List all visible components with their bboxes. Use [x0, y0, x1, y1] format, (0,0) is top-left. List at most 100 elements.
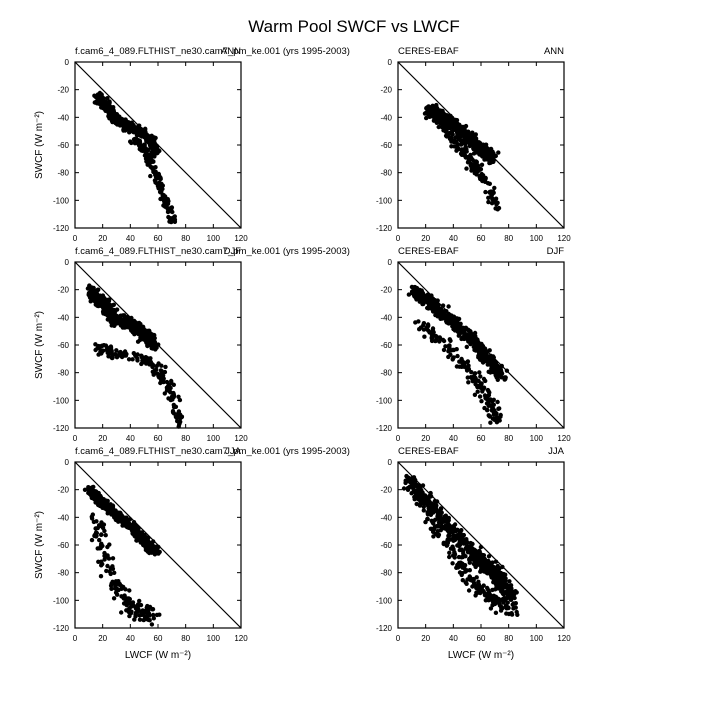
scatter-point	[479, 171, 484, 177]
scatter-point	[148, 356, 153, 361]
y-tick-label: -20	[57, 86, 69, 95]
x-tick-label: 80	[181, 434, 190, 443]
scatter-point	[154, 612, 160, 618]
scatter-point	[104, 568, 109, 574]
scatter-point	[452, 144, 457, 149]
scatter-point	[175, 418, 180, 424]
x-tick-label: 20	[98, 634, 107, 643]
scatter-point	[110, 109, 115, 114]
scatter-point	[490, 599, 496, 605]
scatter-point	[142, 334, 147, 340]
scatter-point	[444, 319, 449, 324]
scatter-point	[421, 504, 426, 509]
scatter-point	[142, 616, 147, 622]
scatter-point	[477, 370, 482, 375]
x-tick-label: 40	[449, 234, 458, 243]
scatter-point	[465, 333, 470, 338]
scatter-point	[147, 618, 152, 623]
scatter-point	[105, 563, 110, 569]
scatter-point	[493, 559, 499, 564]
scatter-point	[120, 325, 126, 330]
scatter-point	[462, 563, 468, 568]
scatter-point	[110, 556, 116, 561]
scatter-point	[430, 326, 436, 331]
scatter-point	[404, 473, 409, 479]
scatter-point	[110, 318, 115, 323]
scatter-point	[422, 334, 427, 339]
scatter-point	[489, 201, 495, 206]
scatter-point	[433, 333, 438, 339]
scatter-points	[92, 90, 178, 225]
scatter-point	[468, 341, 473, 347]
y-tick-label: -80	[380, 569, 392, 578]
x-tick-label: 40	[449, 634, 458, 643]
scatter-point	[475, 384, 480, 390]
scatter-point	[463, 155, 468, 160]
y-tick-label: -40	[380, 513, 392, 522]
scatter-point	[107, 503, 113, 509]
scatter-point	[445, 522, 450, 527]
scatter-point	[455, 353, 460, 359]
scatter-point	[99, 520, 104, 525]
y-tick-label: -20	[57, 286, 69, 295]
y-tick-label: -80	[57, 569, 69, 578]
scatter-point	[426, 509, 431, 514]
y-tick-label: -20	[380, 86, 392, 95]
scatter-point	[431, 108, 436, 114]
scatter-point	[156, 361, 161, 366]
scatter-point	[498, 414, 503, 419]
scatter-point	[486, 413, 491, 418]
y-tick-label: 0	[65, 58, 70, 67]
panel-season-label: ANN	[544, 46, 564, 57]
scatter-point	[137, 598, 142, 604]
scatter-point	[120, 521, 126, 526]
y-tick-label: -20	[57, 486, 69, 495]
scatter-point	[458, 540, 464, 545]
scatter-point	[494, 586, 499, 591]
scatter-point	[151, 159, 156, 164]
scatter-point	[433, 312, 438, 318]
scatter-point	[492, 185, 497, 191]
scatter-point	[438, 513, 443, 518]
scatter-point	[498, 608, 504, 613]
y-tick-label: 0	[388, 58, 393, 67]
scatter-point	[496, 576, 502, 581]
scatter-point	[479, 148, 484, 153]
scatter-point	[134, 524, 139, 529]
scatter-point	[454, 118, 460, 123]
scatter-point	[103, 533, 108, 538]
scatter-point	[95, 92, 101, 97]
scatter-point	[486, 199, 491, 205]
scatter-point	[116, 114, 121, 119]
scatter-point	[452, 536, 457, 541]
scatter-point	[466, 363, 471, 368]
scatter-point	[476, 579, 481, 584]
scatter-point	[475, 556, 480, 561]
scatter-point	[449, 144, 454, 149]
scatter-points	[406, 284, 510, 425]
scatter-point	[504, 611, 509, 616]
scatter-point	[110, 353, 115, 359]
scatter-point	[472, 166, 477, 171]
scatter-point	[422, 494, 427, 499]
scatter-panel: f.cam6_4_089.FLTHIST_ne30.cam7_pm_ke.001…	[34, 446, 350, 661]
scatter-point	[460, 571, 465, 576]
scatter-point	[447, 550, 452, 555]
scatter-point	[429, 335, 434, 340]
scatter-points	[401, 473, 520, 617]
x-tick-label: 60	[477, 634, 486, 643]
panel-case-label: CERES-EBAF	[398, 446, 459, 457]
x-tick-label: 120	[234, 234, 248, 243]
scatter-point	[151, 363, 156, 368]
scatter-point	[162, 391, 167, 396]
scatter-point	[97, 344, 102, 349]
scatter-point	[109, 586, 114, 591]
scatter-point	[177, 397, 183, 403]
scatter-point	[151, 372, 156, 377]
x-tick-label: 60	[154, 634, 163, 643]
scatter-point	[154, 367, 159, 372]
scatter-point	[146, 328, 152, 334]
x-tick-label: 0	[73, 434, 78, 443]
scatter-point	[509, 590, 514, 595]
scatter-point	[492, 366, 497, 372]
